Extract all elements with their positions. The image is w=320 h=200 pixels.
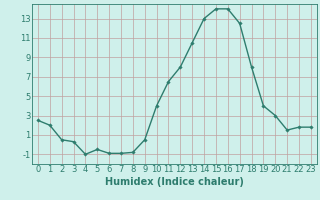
X-axis label: Humidex (Indice chaleur): Humidex (Indice chaleur) (105, 177, 244, 187)
